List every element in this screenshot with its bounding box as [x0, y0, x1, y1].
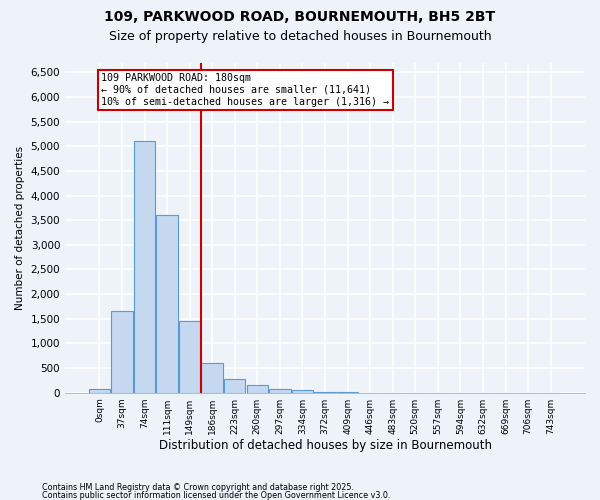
Text: Contains public sector information licensed under the Open Government Licence v3: Contains public sector information licen… [42, 490, 391, 500]
Bar [179, 321, 200, 392]
Bar [247, 386, 268, 392]
Bar [224, 379, 245, 392]
Bar [89, 389, 110, 392]
Bar [269, 389, 290, 392]
Bar [202, 363, 223, 392]
Text: Size of property relative to detached houses in Bournemouth: Size of property relative to detached ho… [109, 30, 491, 43]
X-axis label: Distribution of detached houses by size in Bournemouth: Distribution of detached houses by size … [158, 440, 491, 452]
Text: Contains HM Land Registry data © Crown copyright and database right 2025.: Contains HM Land Registry data © Crown c… [42, 484, 354, 492]
Bar [111, 312, 133, 392]
Bar [134, 142, 155, 392]
Bar [292, 390, 313, 392]
Bar [157, 216, 178, 392]
Text: 109, PARKWOOD ROAD, BOURNEMOUTH, BH5 2BT: 109, PARKWOOD ROAD, BOURNEMOUTH, BH5 2BT [104, 10, 496, 24]
Y-axis label: Number of detached properties: Number of detached properties [15, 146, 25, 310]
Text: 109 PARKWOOD ROAD: 180sqm
← 90% of detached houses are smaller (11,641)
10% of s: 109 PARKWOOD ROAD: 180sqm ← 90% of detac… [101, 74, 389, 106]
